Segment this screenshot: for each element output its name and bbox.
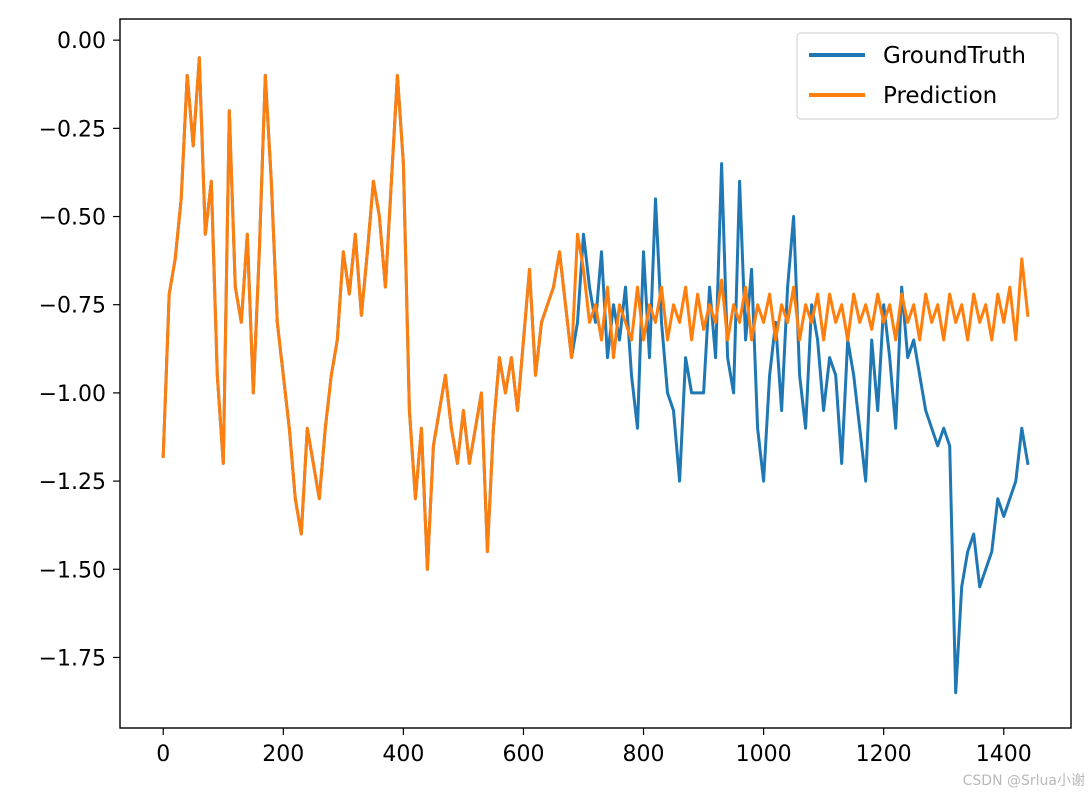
y-tick-label: −1.00 [39,382,106,407]
x-tick-label: 600 [502,742,544,767]
x-tick-label: 1400 [976,742,1032,767]
y-tick-label: −0.25 [39,117,106,142]
x-axis: 0 200 400 600 800 1000 1200 1400 [156,728,1032,767]
y-tick-label: −1.75 [39,646,106,671]
y-tick-label: −1.50 [39,558,106,583]
y-tick-label: 0.00 [57,29,106,54]
watermark: CSDN @Srlua小谢 [962,773,1085,789]
legend-label-1: Prediction [883,83,997,109]
series-line-1 [161,56,1030,571]
plot-frame [119,18,1072,729]
series-layer [161,56,1030,695]
x-tick-label: 1000 [736,742,792,767]
y-axis: 0.00 −0.25 −0.50 −0.75 −1.00 −1.25 −1.50 −1.75 [39,29,120,671]
legend: GroundTruth Prediction [796,32,1059,120]
y-tick-label: −0.50 [39,206,106,231]
x-tick-label: 200 [262,742,304,767]
y-tick-label: −0.75 [39,294,106,319]
x-tick-label: 0 [156,742,170,767]
x-tick-label: 1200 [856,742,912,767]
x-tick-label: 400 [382,742,424,767]
y-tick-label: −1.25 [39,470,106,495]
legend-label-0: GroundTruth [883,43,1026,69]
x-tick-label: 800 [623,742,665,767]
